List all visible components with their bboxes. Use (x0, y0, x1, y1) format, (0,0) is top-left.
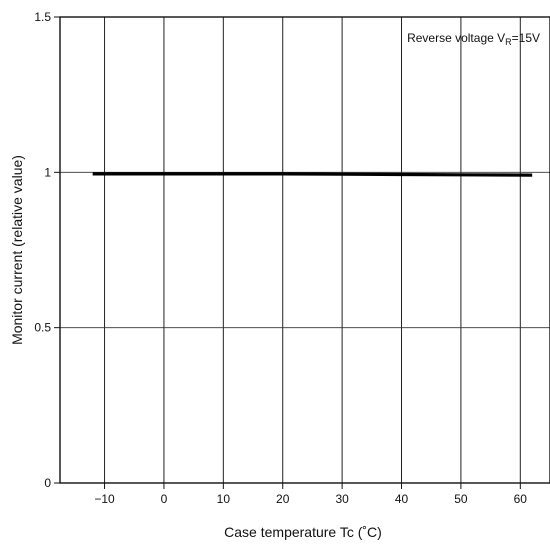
x-tick-label: 40 (395, 492, 409, 506)
annotation-subscript: R (505, 37, 512, 47)
x-tick-label: 50 (454, 492, 468, 506)
x-tick-label: −10 (94, 492, 115, 506)
y-tick-label: 1 (44, 165, 51, 179)
grid-lines (60, 17, 550, 483)
x-axis-label: Case temperature Tc (˚C) (224, 524, 382, 540)
y-tick-label: 0 (44, 476, 51, 490)
plot-frame (59, 16, 550, 484)
x-tick-label: 60 (514, 492, 528, 506)
annotation-reverse-voltage: Reverse voltage VR=15V (407, 31, 540, 47)
y-axis-label: Monitor current (relative value) (9, 155, 25, 345)
x-tick-label: 30 (335, 492, 349, 506)
x-tick-label: 10 (217, 492, 231, 506)
tick-marks (54, 16, 521, 489)
y-tick-labels: 0 0.5 1 1.5 (34, 10, 51, 490)
x-tick-label: 20 (276, 492, 290, 506)
y-tick-label: 1.5 (34, 10, 51, 24)
annotation-prefix: Reverse voltage V (407, 31, 505, 45)
y-tick-label: 0.5 (34, 321, 51, 335)
annotation-suffix: =15V (512, 31, 540, 45)
series-group (92, 172, 533, 177)
x-tick-labels: −10 0 10 20 30 40 50 60 (94, 492, 527, 506)
x-tick-label: 0 (161, 492, 168, 506)
series-line (92, 172, 533, 177)
